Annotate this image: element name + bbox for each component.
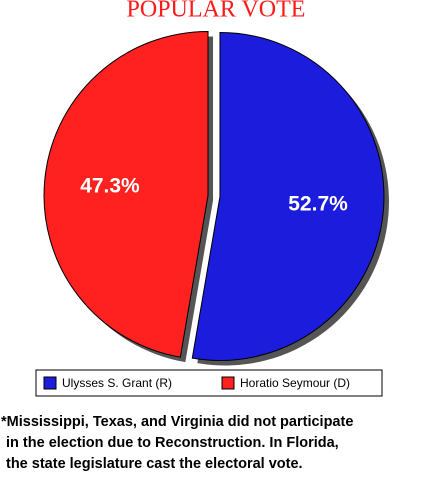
legend-swatch	[43, 376, 57, 390]
chart-title: POPULAR VOTE	[127, 0, 306, 23]
pie-slice	[191, 32, 385, 361]
value-label: 47.3%	[80, 175, 140, 198]
footnote: *Mississippi, Texas, and Virginia did no…	[1, 414, 353, 430]
legend-label: Ulysses S. Grant (R)	[62, 376, 172, 390]
footnote: the state legislature cast the electoral…	[6, 456, 303, 472]
legend-swatch	[221, 376, 235, 390]
legend-label: Horatio Seymour (D)	[240, 376, 350, 390]
pie-slice	[43, 30, 209, 358]
legend-box	[35, 369, 383, 397]
value-label: 52.7%	[288, 192, 348, 215]
footnote: in the election due to Reconstruction. I…	[6, 435, 339, 451]
